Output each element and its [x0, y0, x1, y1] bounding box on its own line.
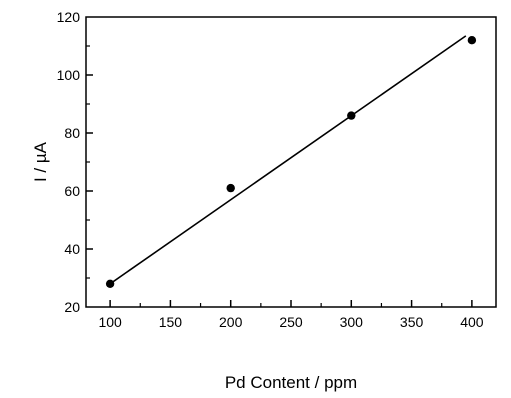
linear-fit-line	[109, 35, 467, 285]
data-point	[347, 111, 356, 120]
x-tick-label: 250	[279, 314, 303, 330]
x-tick-label: 100	[98, 314, 122, 330]
x-tick-label: 350	[400, 314, 424, 330]
x-tick-label: 200	[219, 314, 243, 330]
y-tick-label: 20	[64, 299, 80, 315]
axis-ticks	[86, 45, 473, 307]
data-points	[105, 36, 477, 288]
fit-line-group	[109, 35, 467, 285]
y-tick-label: 60	[64, 183, 80, 199]
y-tick-label: 80	[64, 125, 80, 141]
plot-area-frame	[85, 16, 497, 308]
data-point	[105, 279, 115, 288]
y-tick-label: 40	[64, 241, 80, 257]
axis-tick-labels: 100 150 200 250 300 350 400 20 40 60 80 100 120	[57, 9, 484, 330]
x-tick-label: 400	[460, 314, 484, 330]
x-axis-title: Pd Content / ppm	[225, 373, 357, 392]
y-axis-title: I / µA	[31, 141, 50, 182]
data-point	[226, 183, 235, 193]
x-tick-label: 150	[159, 314, 183, 330]
y-tick-label: 100	[57, 67, 81, 83]
data-point	[467, 36, 477, 45]
y-tick-label: 120	[57, 9, 81, 25]
x-tick-label: 300	[340, 314, 364, 330]
